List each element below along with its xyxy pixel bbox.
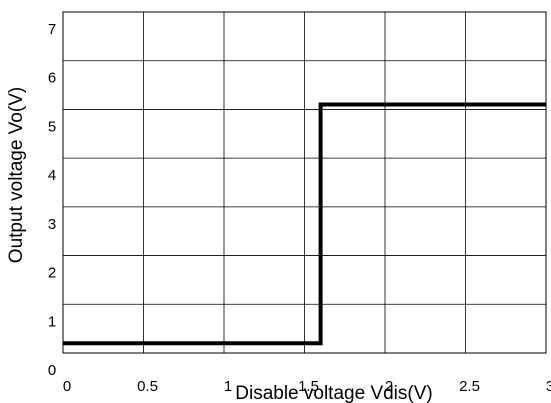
y-tick-labels: 0 1 2 3 4 5 6 7 xyxy=(48,21,56,379)
x-tick-label: 1 xyxy=(224,378,232,395)
grid xyxy=(62,11,547,354)
x-tick-label: 0.5 xyxy=(137,378,158,395)
y-tick-label: 7 xyxy=(48,21,56,38)
plot-frame xyxy=(62,11,547,354)
x-tick-labels: 0 0.5 1 1.5 2 2.5 3 xyxy=(63,378,551,395)
x-tick-label: 2 xyxy=(385,378,393,395)
y-tick-label: 3 xyxy=(48,216,56,233)
series-layer xyxy=(63,102,546,346)
y-tick-label: 4 xyxy=(48,167,56,184)
x-tick-label: 0 xyxy=(63,378,71,395)
y-tick-label: 0 xyxy=(48,362,56,379)
y-tick-label: 6 xyxy=(48,70,56,87)
x-tick-label: 2.5 xyxy=(459,378,480,395)
y-tick-label: 2 xyxy=(48,265,56,282)
x-tick-label: 1.5 xyxy=(298,378,319,395)
x-axis-label: Disable voltage Vdis(V) xyxy=(235,383,432,403)
y-axis-label: Output voltage Vo(V) xyxy=(6,87,27,263)
y-tick-label: 5 xyxy=(48,118,56,135)
x-tick-label: 3 xyxy=(546,378,551,395)
y-tick-label: 1 xyxy=(48,313,56,330)
series-line-0 xyxy=(63,102,546,346)
